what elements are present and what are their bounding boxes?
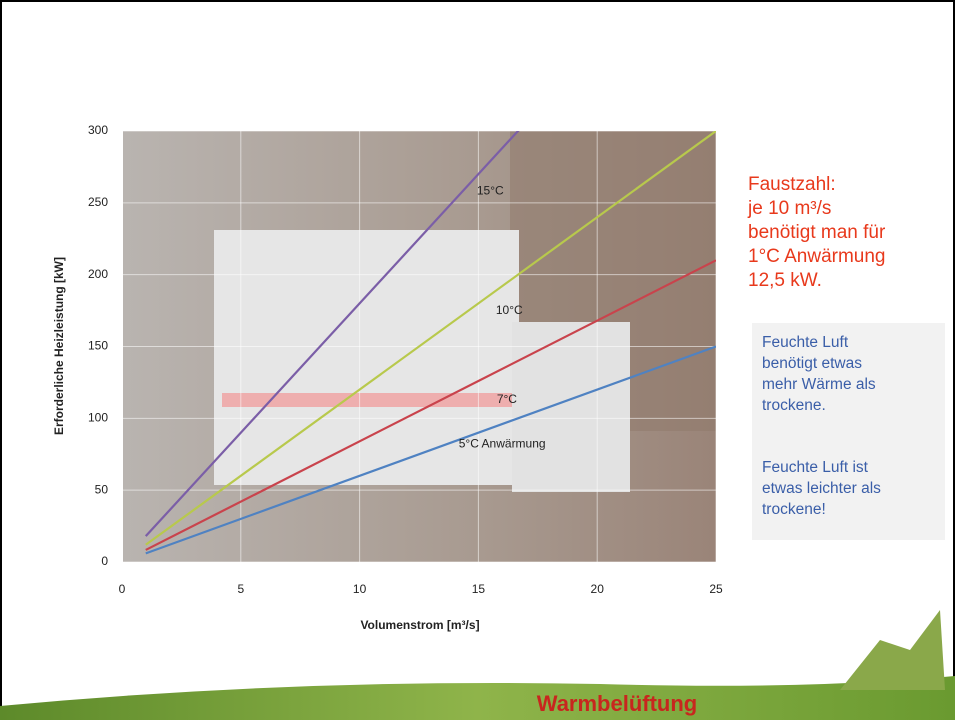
grass-ribbon [0, 676, 955, 720]
x-tick-label: 10 [353, 582, 367, 596]
footer-title: Warmbelüftung [537, 691, 698, 716]
series-line [145, 131, 716, 546]
line-label: 10°C [496, 303, 523, 317]
machine [214, 230, 519, 485]
y-tick-label: 50 [95, 482, 109, 496]
x-tick-label: 5 [237, 582, 244, 596]
x-tick-label: 15 [472, 582, 486, 596]
note-line: Feuchte Luft ist [762, 459, 869, 476]
rule-line: Faustzahl: [748, 174, 836, 195]
note-line: etwas leichter als [762, 480, 881, 497]
y-tick-label: 100 [88, 411, 108, 425]
rule-line: je 10 m³/s [747, 198, 831, 219]
lines [144, 131, 716, 555]
x-tick-label: 25 [709, 582, 723, 596]
note-line: trockene! [762, 501, 826, 518]
series-line [145, 259, 716, 551]
rule-line: 1°C Anwärmung [748, 246, 886, 267]
y-axis-label: Erforderliche Heizleistung [kW] [52, 257, 66, 435]
machine-stripe [222, 393, 512, 407]
line-label: 5°C Anwärmung [459, 436, 546, 450]
rule-of-thumb: Faustzahl: je 10 m³/s benötigt man für 1°C … [747, 174, 886, 291]
note-line: Feuchte Luft [762, 334, 849, 351]
y-tick-label: 200 [88, 267, 108, 281]
labels: 0 50 100 150 200 250 300 0 5 10 15 20 25 15°C 10°C 7°C 5… [88, 123, 723, 596]
y-tick-label: 0 [101, 554, 108, 568]
rule-line: benötigt man für [748, 222, 886, 243]
x-tick-label: 20 [591, 582, 605, 596]
y-tick-label: 150 [88, 339, 108, 353]
line-label: 15°C [477, 184, 504, 198]
y-tick-label: 250 [88, 195, 108, 209]
line-label: 7°C [497, 392, 517, 406]
note-text: Feuchte Luft benötigt etwas mehr Wärme als… [762, 334, 881, 518]
series-line [144, 131, 520, 537]
note-box [752, 323, 945, 540]
note-line: benötigt etwas [762, 355, 862, 372]
x-axis-label: Volumenstrom [m³/s] [360, 618, 479, 632]
x-tick-label: 0 [119, 582, 126, 596]
series-line [145, 345, 716, 555]
note-line: trockene. [762, 397, 826, 414]
rule-line: 12,5 kW. [748, 270, 822, 291]
note-line: mehr Wärme als [762, 376, 876, 393]
y-tick-label: 300 [88, 123, 108, 137]
grasshopper [840, 610, 945, 690]
machine-part [512, 322, 630, 492]
